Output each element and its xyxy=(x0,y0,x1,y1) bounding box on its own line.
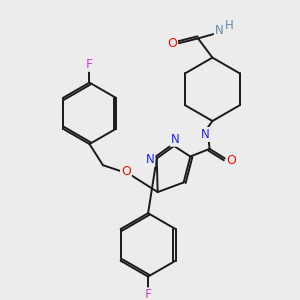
Text: H: H xyxy=(224,20,233,32)
Text: O: O xyxy=(121,165,131,178)
Text: O: O xyxy=(167,37,177,50)
Text: N: N xyxy=(146,153,154,166)
Text: O: O xyxy=(227,154,237,167)
Text: N: N xyxy=(201,128,210,141)
Text: F: F xyxy=(86,58,93,71)
Text: F: F xyxy=(145,288,152,300)
Text: N: N xyxy=(171,133,179,146)
Text: N: N xyxy=(215,24,224,37)
